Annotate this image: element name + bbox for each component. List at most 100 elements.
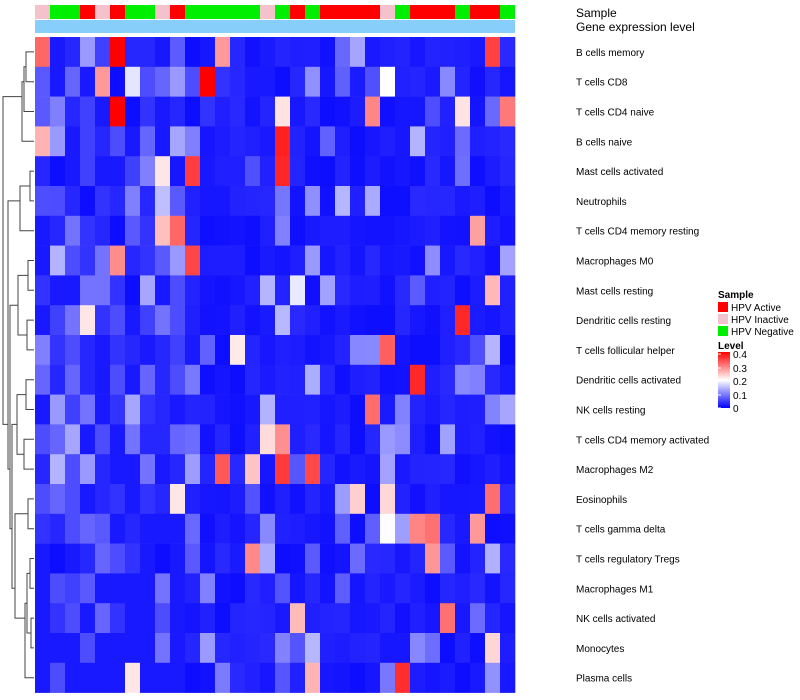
heatmap-cell xyxy=(50,484,66,515)
heatmap-cell xyxy=(200,126,216,157)
heatmap-cell xyxy=(425,186,441,217)
heatmap-cell xyxy=(185,245,201,276)
heatmap-cell xyxy=(35,37,51,68)
heatmap-cell xyxy=(335,186,351,217)
heatmap-cell xyxy=(500,394,516,425)
heatmap-cell xyxy=(155,37,171,68)
heatmap-cell xyxy=(185,424,201,455)
heatmap-cell xyxy=(350,364,366,395)
heatmap-cell xyxy=(380,215,396,246)
heatmap-cell xyxy=(65,603,81,634)
heatmap-cell xyxy=(365,633,381,664)
heatmap-cell xyxy=(335,394,351,425)
heatmap-cell xyxy=(95,126,111,157)
heatmap-cell xyxy=(425,543,441,574)
heatmap-cell xyxy=(200,364,216,395)
heatmap-cell xyxy=(230,633,246,664)
sample-track-cell xyxy=(305,5,320,19)
heatmap-cell xyxy=(425,37,441,68)
track-labels: Sample Gene expression level xyxy=(576,6,695,34)
heatmap-cell xyxy=(365,156,381,187)
heatmap-cell xyxy=(125,394,141,425)
sample-track-cell xyxy=(290,5,305,19)
row-dendrogram xyxy=(2,51,34,679)
heatmap-cell xyxy=(470,245,486,276)
heatmap-cell xyxy=(185,513,201,544)
dendrogram-branch xyxy=(16,394,26,455)
heatmap-cell xyxy=(260,186,276,217)
heatmap-cell xyxy=(485,245,501,276)
heatmap-cell xyxy=(260,305,276,336)
heatmap-cell xyxy=(350,66,366,97)
heatmap-cell xyxy=(335,96,351,127)
heatmap-cell xyxy=(335,156,351,187)
row-label: T cells CD4 naive xyxy=(576,108,655,119)
heatmap-cell xyxy=(275,573,291,604)
heatmap-cell xyxy=(125,484,141,515)
heatmap-cell xyxy=(470,573,486,604)
heatmap-cell xyxy=(500,66,516,97)
heatmap-cell xyxy=(140,364,156,395)
row-label: T cells CD4 memory activated xyxy=(576,435,709,446)
heatmap-cell xyxy=(230,573,246,604)
gene-expression-track-bar xyxy=(35,20,515,33)
heatmap-cell xyxy=(470,215,486,246)
heatmap-cell xyxy=(350,126,366,157)
heatmap-cell xyxy=(245,335,261,366)
heatmap-cell xyxy=(50,603,66,634)
dendrogram-branch xyxy=(25,379,34,410)
heatmap-cell xyxy=(245,37,261,68)
heatmap-cell xyxy=(455,275,471,306)
heatmap-cell xyxy=(65,394,81,425)
heatmap-cell xyxy=(125,573,141,604)
heatmap-cell xyxy=(95,633,111,664)
heatmap-cell xyxy=(410,364,426,395)
heatmap-cell xyxy=(485,484,501,515)
heatmap-cell xyxy=(200,573,216,604)
heatmap-cell xyxy=(80,66,96,97)
heatmap-cell xyxy=(140,513,156,544)
heatmap-cell xyxy=(170,424,186,455)
row-labels: B cells memory T cells CD8 T cells CD4 nai… xyxy=(576,48,709,685)
heatmap-cell xyxy=(260,215,276,246)
heatmap-cell xyxy=(425,364,441,395)
heatmap-cell xyxy=(380,305,396,336)
heatmap-cell xyxy=(80,156,96,187)
heatmap-cell xyxy=(200,662,216,693)
heatmap-cell xyxy=(275,96,291,127)
heatmap-cell xyxy=(425,245,441,276)
heatmap-cell xyxy=(185,66,201,97)
heatmap-cell xyxy=(350,96,366,127)
heatmap-cell xyxy=(455,424,471,455)
heatmap-cell xyxy=(470,37,486,68)
dendrogram-branch xyxy=(26,319,34,351)
heatmap-cell xyxy=(335,513,351,544)
level-legend-tick-label: 0.1 xyxy=(733,391,747,402)
heatmap-cell xyxy=(80,424,96,455)
heatmap-cell xyxy=(230,186,246,217)
heatmap-cell xyxy=(215,424,231,455)
dendrogram-branch xyxy=(27,498,34,530)
heatmap-cell xyxy=(140,305,156,336)
heatmap-cell xyxy=(200,513,216,544)
heatmap-cell xyxy=(320,37,336,68)
heatmap-cell xyxy=(200,305,216,336)
heatmap-cell xyxy=(440,156,456,187)
heatmap-cell xyxy=(425,573,441,604)
heatmap-cell xyxy=(410,126,426,157)
heatmap-cell xyxy=(275,215,291,246)
heatmap-cell xyxy=(230,156,246,187)
heatmap-cell xyxy=(365,573,381,604)
heatmap-cell xyxy=(470,513,486,544)
heatmap-cell xyxy=(350,484,366,515)
sample-track-cell xyxy=(470,5,485,19)
heatmap-cell xyxy=(80,126,96,157)
heatmap-cell xyxy=(200,96,216,127)
heatmap-cell xyxy=(320,454,336,485)
heatmap-cell xyxy=(110,364,126,395)
heatmap-cell xyxy=(125,424,141,455)
heatmap-cell xyxy=(395,424,411,455)
heatmap-cell xyxy=(140,454,156,485)
heatmap-cell xyxy=(320,513,336,544)
heatmap-cell xyxy=(110,96,126,127)
